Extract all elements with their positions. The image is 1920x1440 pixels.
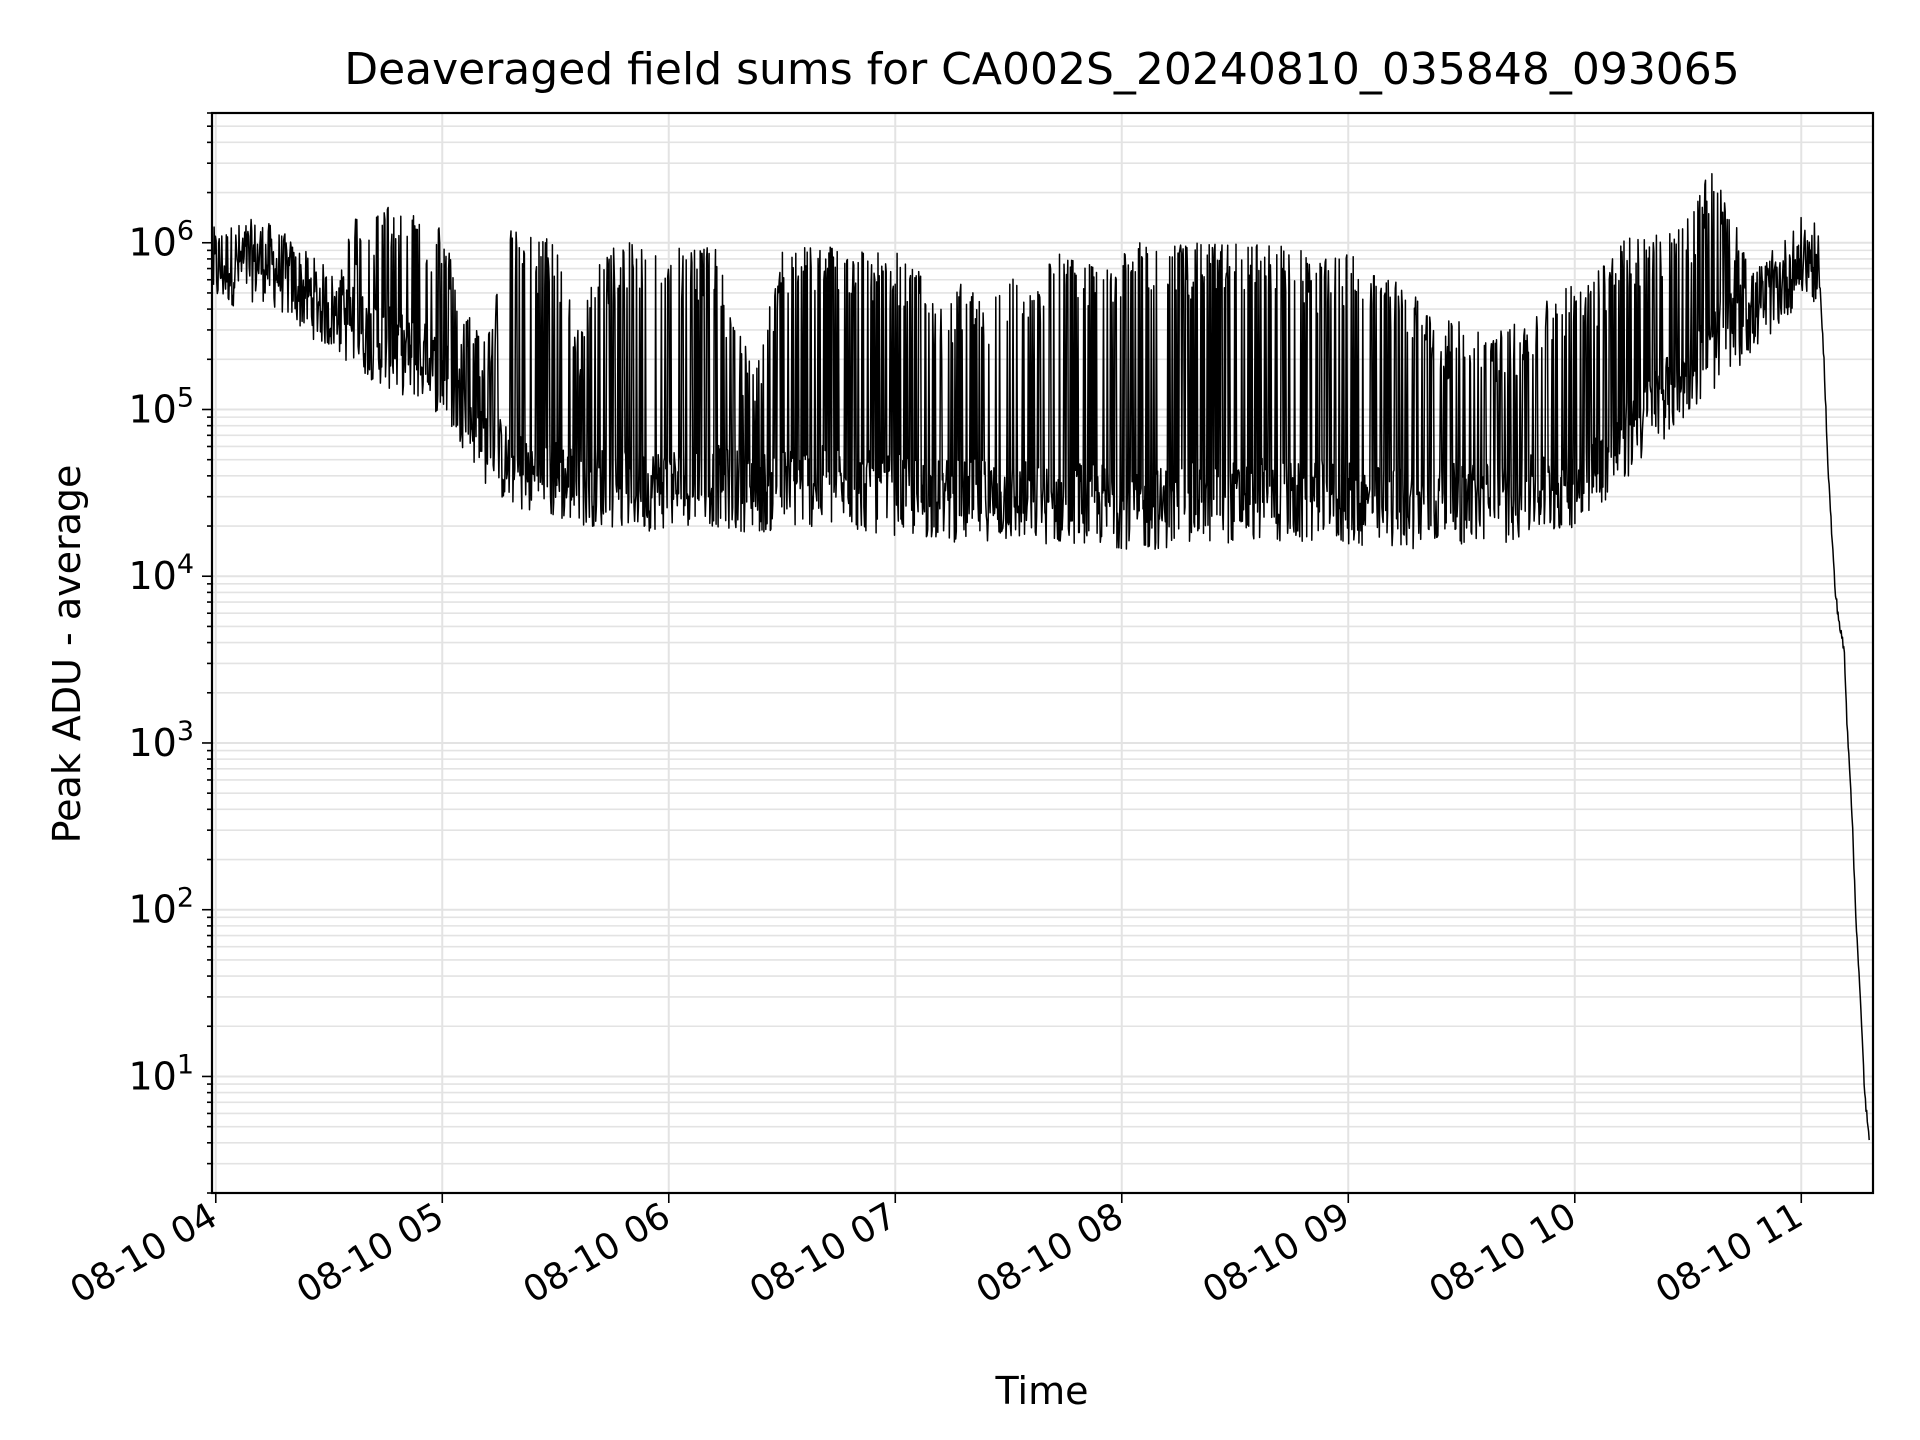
y-tick-label: 104 bbox=[128, 549, 194, 598]
chart-title: Deaveraged field sums for CA002S_2024081… bbox=[344, 44, 1740, 95]
series-layer bbox=[212, 173, 1870, 1141]
plot-frame bbox=[210, 111, 1875, 1195]
y-tick-label: 103 bbox=[128, 716, 194, 765]
x-axis-label: Time bbox=[995, 1369, 1089, 1413]
y-tick-label: 106 bbox=[128, 216, 194, 265]
y-tick-label: 105 bbox=[128, 382, 194, 431]
y-tick-label: 102 bbox=[128, 883, 194, 932]
y-axis: 101 102 103 104 105 106 bbox=[128, 112, 212, 1194]
y-axis-label: Peak ADU - average bbox=[45, 465, 89, 844]
y-tick-label: 101 bbox=[128, 1049, 194, 1098]
series-line bbox=[212, 173, 1870, 1141]
